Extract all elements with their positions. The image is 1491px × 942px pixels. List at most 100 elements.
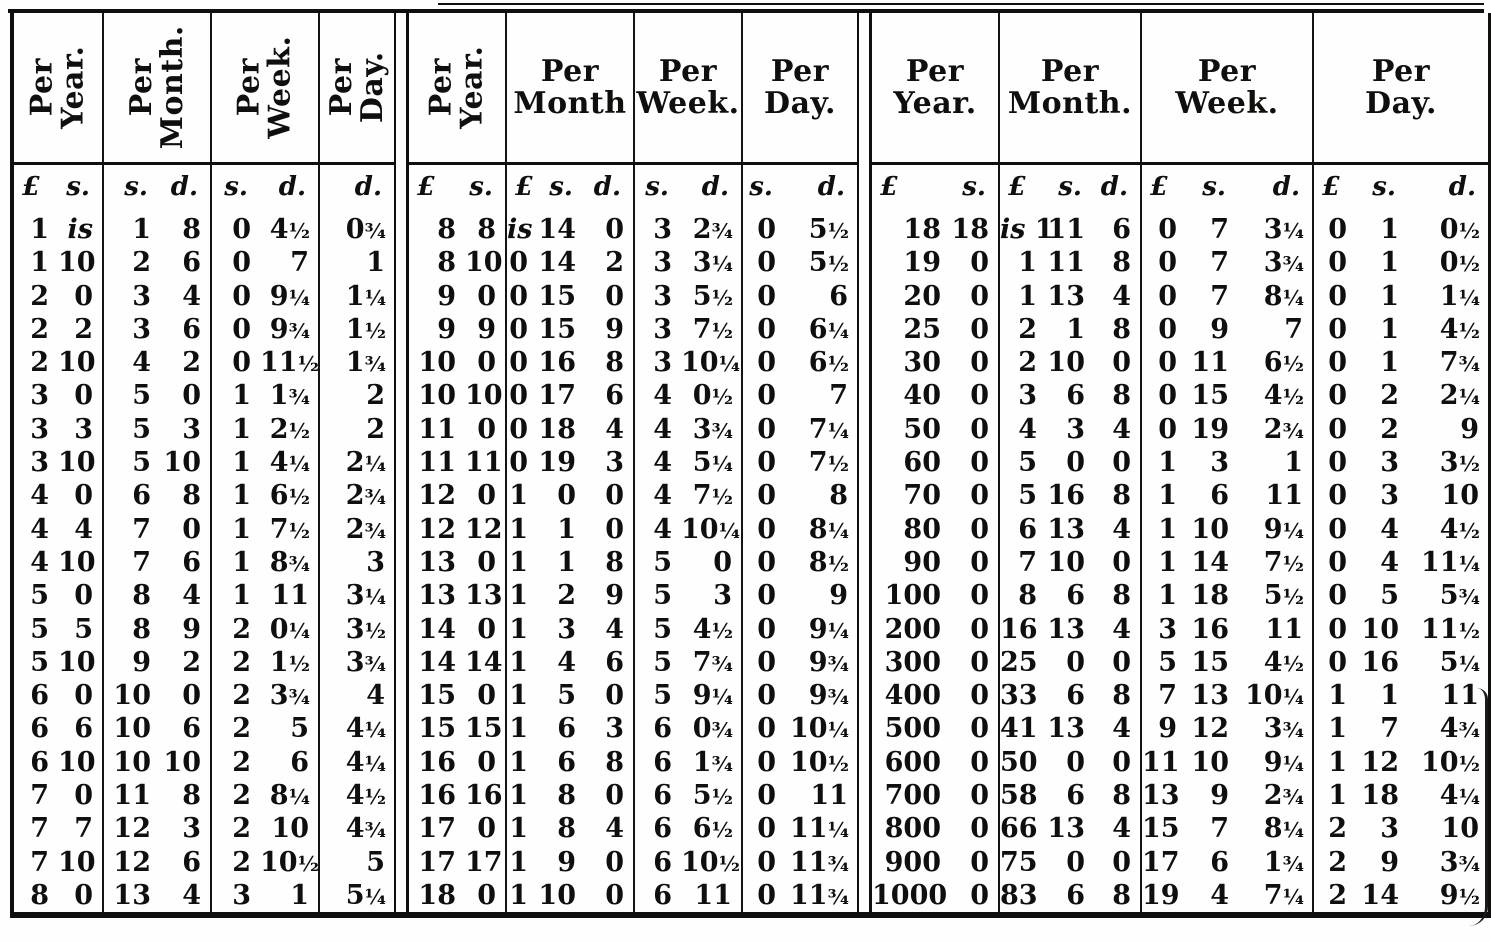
table-cell: 400 [884, 680, 941, 712]
table-cell: 0 [160, 379, 212, 413]
page-edge-curve [1469, 688, 1488, 926]
table-cell: 1 [1380, 280, 1399, 312]
table-cell: 25 [1000, 646, 1038, 678]
table-cell: 7 [1380, 713, 1399, 745]
table-cell: 4 [1094, 612, 1142, 646]
table-cell: 13 [1047, 813, 1085, 845]
table-cell: 8¼ [260, 779, 320, 813]
table-cell: 1 [509, 613, 528, 645]
table-cell: 7¼ [1238, 878, 1314, 913]
table-cell: 12 [113, 813, 151, 845]
table-cell: 8 [437, 214, 456, 245]
table-cell: 0 [1066, 746, 1085, 778]
table-cell: 10 [58, 346, 104, 380]
table-cell: 6 [653, 846, 672, 878]
table-cell: 2¾ [1238, 779, 1314, 813]
table-cell: 10 [1047, 546, 1085, 578]
table-cell: 15 [1191, 380, 1229, 412]
table-cell: 3 [653, 214, 672, 245]
table-cell: 6 [30, 713, 49, 745]
table-cell: 0 [1066, 646, 1085, 678]
table-cell: 8 [30, 879, 49, 911]
table-cell: 3 [585, 446, 635, 480]
table-cell: 2¾ [345, 480, 386, 512]
table-cell: 5 [132, 413, 151, 445]
table-cell: is [507, 214, 533, 245]
table-cell: 0 [757, 713, 776, 745]
table-cell: 7 [1210, 280, 1229, 312]
table-cell: 7½ [260, 512, 320, 546]
table-cell: 0 [950, 312, 1000, 347]
table-cell: 0 [950, 346, 1000, 380]
table-cell: 16 [1000, 613, 1038, 645]
table-cell: 10¼ [681, 346, 743, 380]
table-cell: 11 [1191, 347, 1229, 379]
table-cell: 1 [509, 879, 528, 911]
table-cell: 15 [538, 280, 576, 312]
table-cell: 8½ [808, 546, 849, 578]
header-label: Per Week. [1175, 54, 1279, 121]
table-cell: 1 [1328, 680, 1347, 712]
table-cell: 4 [366, 680, 385, 712]
table-cell: 9 [437, 313, 456, 345]
table-cell: 0 [58, 779, 104, 813]
table-cell: 1 [509, 780, 528, 812]
table-cell: 9 [585, 312, 635, 347]
table-cell: 0 [585, 845, 635, 879]
table-cell: 0 [1328, 247, 1347, 279]
table-cell: 11 [418, 447, 456, 479]
table-cell: 10 [113, 746, 151, 778]
table-cell: 12 [1361, 746, 1399, 778]
table-cell: 0 [1328, 513, 1347, 545]
table-cell: 58 [1000, 780, 1038, 812]
table-cell: 16 [418, 746, 456, 778]
table-cell: 9 [557, 846, 576, 878]
unit-label: d. [354, 172, 382, 202]
table-cell: 1 [1328, 780, 1347, 812]
table-cell: 4½ [260, 213, 320, 247]
table-cell: 0 [950, 878, 1000, 913]
table-cell: 18 [1361, 780, 1399, 812]
table-cell: 9 [1380, 846, 1399, 878]
table-cell: 5 [1380, 580, 1399, 612]
table-cell: 2¾ [1238, 412, 1314, 447]
table-cell: 0 [950, 745, 1000, 780]
table-cell: 0 [757, 447, 776, 479]
unit-label: s. [124, 172, 148, 202]
table-cell: 16 [418, 780, 456, 812]
table-cell: 80 [903, 513, 941, 545]
table-cell: 10 [1441, 813, 1479, 845]
header-label: Per Day. [323, 51, 390, 124]
table-cell: 0 [509, 313, 528, 345]
table-cell: 14 [538, 214, 576, 245]
table-cell: 4 [1210, 879, 1229, 911]
table-cell: 0 [1328, 380, 1347, 412]
table-cell: 10 [1047, 347, 1085, 379]
table-cell: 0½ [1439, 247, 1480, 279]
table-cell: 0 [950, 379, 1000, 413]
table-cell: 3¾ [1238, 712, 1314, 746]
table-cell: 18 [903, 214, 941, 245]
table-cell: 2 [1018, 313, 1037, 345]
table-cell: 8 [465, 213, 507, 247]
table-cell: 4 [1094, 512, 1142, 546]
section-divider [394, 13, 409, 913]
table-cell: 8 [585, 745, 635, 780]
table-cell: 1 [1380, 313, 1399, 345]
table-cell: 15 [418, 680, 456, 712]
table-cell: 3 [653, 313, 672, 345]
table-cell: 19 [538, 447, 576, 479]
header-per-year: Per Year. [14, 13, 104, 165]
table-cell: 9¾ [260, 312, 320, 347]
table-cell: 0 [757, 746, 776, 778]
table-cell: 6 [653, 713, 672, 745]
table-cell: 0 [1094, 346, 1142, 380]
table-cell: 1 [30, 214, 49, 245]
table-cell: 2 [366, 380, 385, 412]
table-cell: 3 [160, 412, 212, 447]
table-cell: 5½ [808, 214, 849, 245]
table-cell: 4 [58, 512, 104, 546]
table-cell: 7¾ [681, 645, 743, 680]
unit-label: d. [160, 165, 212, 213]
table-cell: 1 [509, 480, 528, 512]
